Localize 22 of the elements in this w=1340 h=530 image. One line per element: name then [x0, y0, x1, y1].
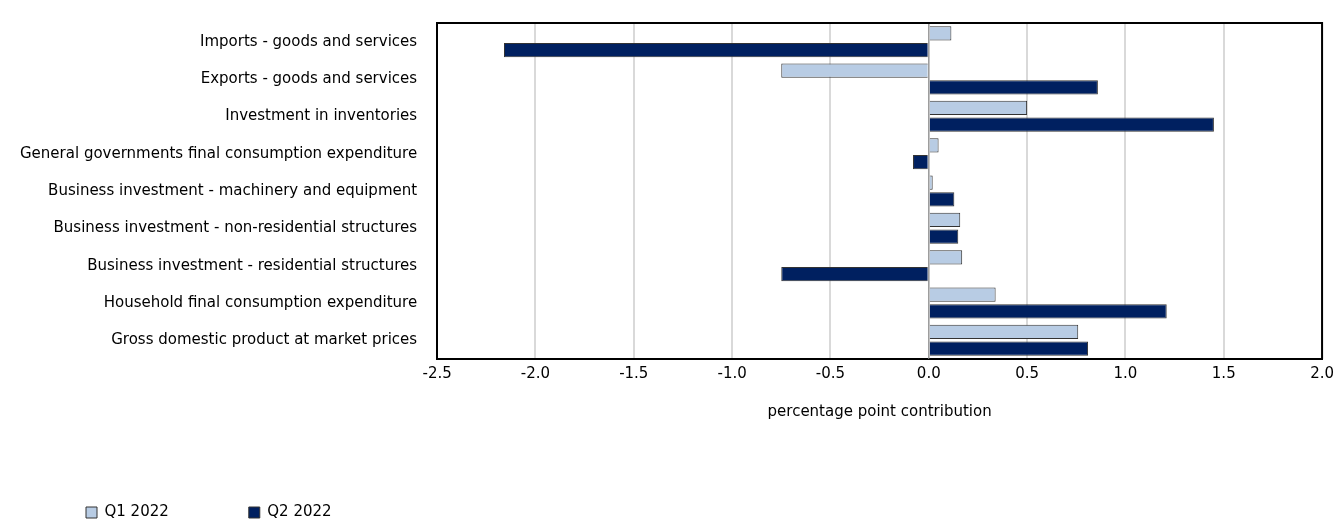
x-tick-label: 1.0 [1113, 363, 1138, 382]
y-tick-label: General governments final consumption expenditure [19, 143, 418, 162]
x-tick-label: 2.0 [1310, 363, 1334, 382]
y-tick-label: Business investment - machinery and equipment [48, 180, 418, 199]
y-tick-label: Business investment - non-residential structures [53, 218, 418, 237]
x-tick-label: 1.5 [1211, 363, 1236, 382]
y-tick-label: Exports - goods and services [200, 68, 418, 87]
x-tick-label: 0.5 [1015, 363, 1040, 382]
y-tick-label: Imports - goods and services [200, 31, 418, 50]
x-tick-label: -2.0 [520, 363, 551, 382]
x-tick-label: -1.5 [619, 363, 649, 382]
legend-label: Q1 2022 [104, 502, 169, 521]
y-tick-label: Gross domestic product at market prices [111, 330, 418, 349]
x-tick-label: -1.0 [717, 363, 747, 382]
x-tick-label: -2.5 [422, 363, 452, 382]
x-axis-title: percentage point contribution [767, 401, 992, 420]
y-tick-label: Household final consumption expenditure [103, 292, 418, 311]
legend-label: Q2 2022 [267, 502, 332, 521]
y-tick-label: Investment in inventories [225, 106, 418, 125]
x-tick-label: -0.5 [815, 363, 846, 382]
x-tick-label: 0.0 [916, 363, 941, 382]
y-tick-label: Business investment - residential structures [87, 255, 418, 274]
